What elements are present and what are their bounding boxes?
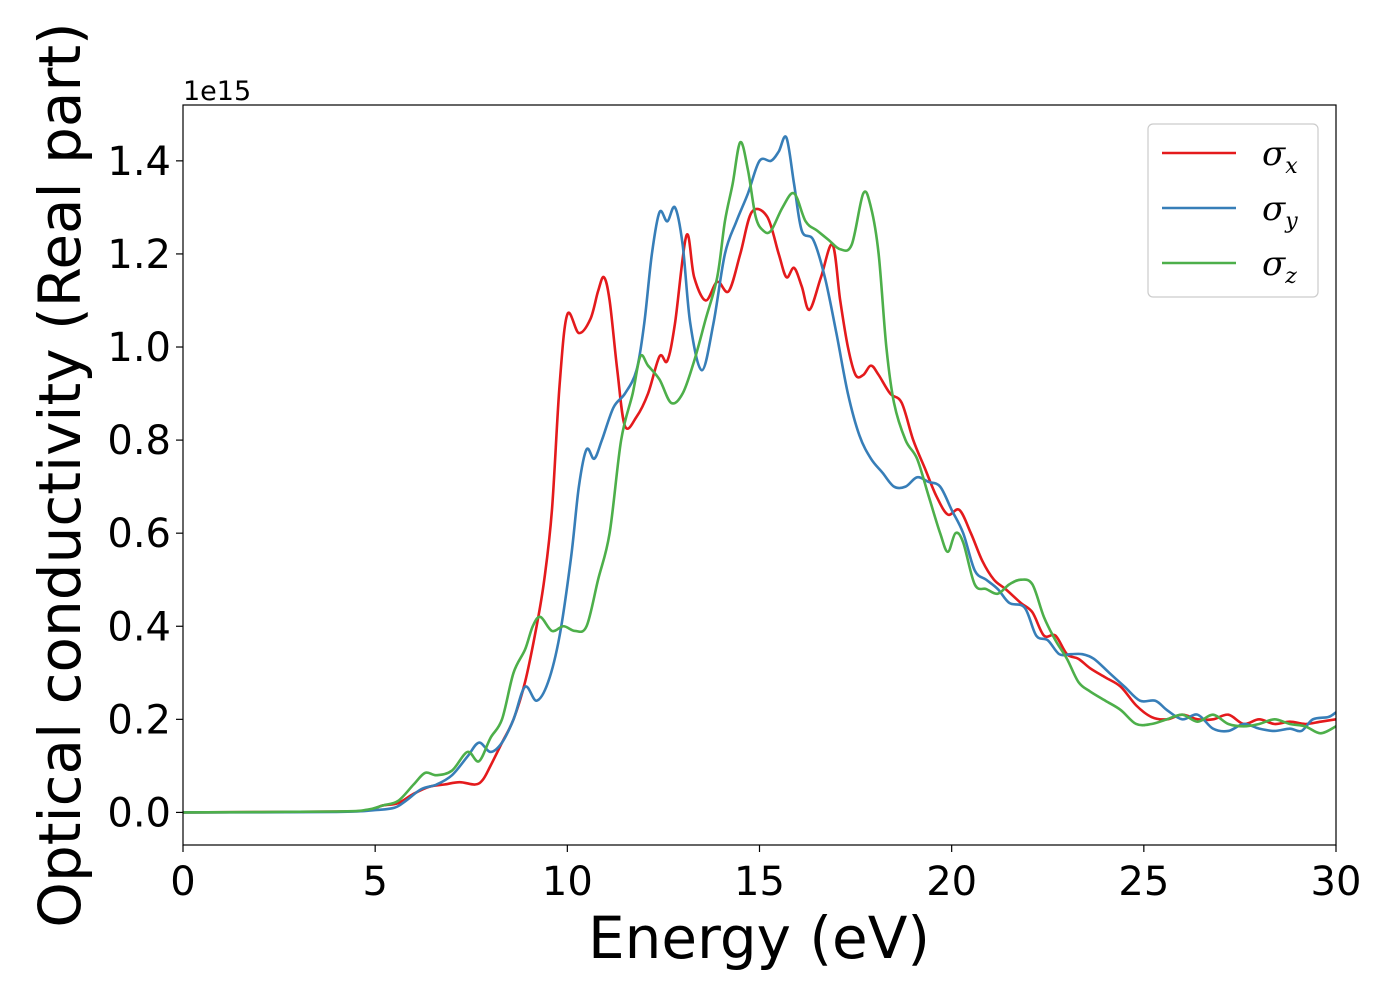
y-tick-label: 0.6 <box>107 511 171 557</box>
x-tick-label: 10 <box>542 859 593 905</box>
x-tick-label: 5 <box>362 859 387 905</box>
y-tick-label: 0.8 <box>107 418 171 464</box>
y-tick-label: 0.0 <box>107 790 171 836</box>
x-tick-label: 30 <box>1311 859 1362 905</box>
ticks-layer: 0 5 10 15 20 25 30 0.0 0.2 0.4 0.6 0.8 1.0 1.2 1.4 <box>107 139 1361 905</box>
y-tick-label: 1.2 <box>107 232 171 278</box>
legend-box <box>1147 123 1319 298</box>
x-tick-label: 25 <box>1118 859 1169 905</box>
y-axis-title: Optical conductivity (Real part) <box>26 22 94 927</box>
x-axis-title: Energy (eV) <box>588 904 930 972</box>
legend: σx σy σz <box>1147 123 1319 298</box>
legend-label-x: σx <box>1262 134 1298 179</box>
y-tick-label: 0.4 <box>107 604 171 650</box>
y-tick-label: 1.4 <box>107 139 171 185</box>
plot-frame <box>182 104 1337 846</box>
series-line-x <box>183 207 1336 814</box>
legend-label-y: σy <box>1262 189 1298 234</box>
x-tick-label: 0 <box>170 859 195 905</box>
y-tick-label: 0.2 <box>107 697 171 743</box>
y-tick-label: 1.0 <box>107 325 171 371</box>
series-layer <box>183 135 1336 814</box>
y-offset-label: 1e15 <box>183 76 251 107</box>
x-tick-label: 15 <box>734 859 785 905</box>
x-tick-label: 20 <box>926 859 977 905</box>
legend-label-z: σz <box>1262 244 1297 289</box>
series-line-y <box>183 135 1336 814</box>
series-line-z <box>183 140 1336 814</box>
